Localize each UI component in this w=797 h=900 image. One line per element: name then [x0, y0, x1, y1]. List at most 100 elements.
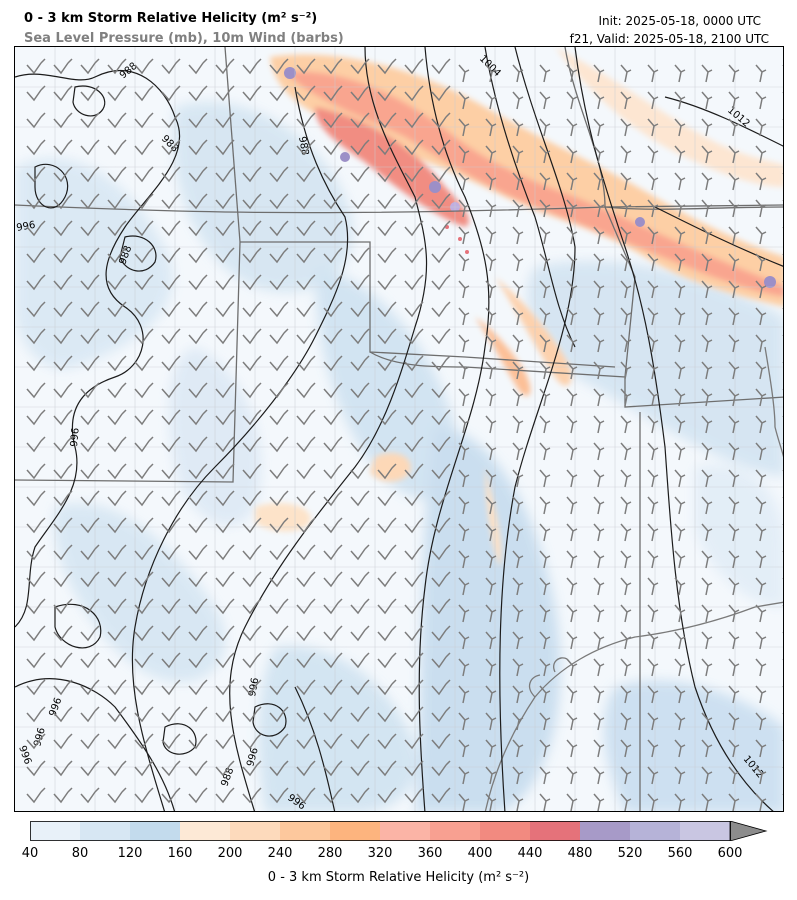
wind-barb: [377, 247, 397, 264]
wind-barb: [296, 166, 316, 183]
wind-barb: [404, 355, 424, 372]
wind-barb: [377, 544, 397, 561]
wind-barb: [485, 91, 497, 110]
wind-barb: [755, 253, 767, 272]
wind-barb: [593, 712, 605, 731]
wind-barb: [53, 166, 73, 183]
colorbar-bin: [330, 821, 381, 841]
wind-barb: [242, 652, 262, 669]
wind-barb: [485, 523, 497, 542]
wind-barb: [593, 172, 605, 191]
wind-barb: [161, 301, 181, 318]
wind-barb: [782, 470, 783, 472]
wind-barb: [620, 334, 632, 353]
wind-barb: [512, 172, 524, 191]
wind-barb: [242, 733, 262, 750]
wind-barb: [728, 604, 740, 623]
wind-barb: [431, 463, 451, 480]
wind-barb: [26, 328, 46, 345]
wind-barb: [296, 490, 316, 507]
wind-barb: [647, 550, 659, 569]
wind-barb: [296, 193, 316, 210]
wind-barb: [485, 712, 497, 731]
svg-text:996: 996: [245, 746, 261, 767]
wind-barb: [782, 308, 783, 310]
wind-barb: [134, 544, 154, 561]
wind-barb: [620, 118, 632, 137]
wind-barb: [161, 355, 181, 372]
wind-barb: [107, 58, 127, 75]
wind-barb: [377, 625, 397, 642]
wind-barb: [431, 625, 451, 642]
wind-barb: [566, 523, 578, 542]
wind-barb: [26, 706, 46, 723]
wind-barb: [620, 388, 632, 407]
wind-barb: [512, 91, 524, 110]
wind-barb: [242, 58, 262, 75]
wind-barb: [674, 739, 686, 758]
wind-barb: [782, 605, 783, 607]
wind-barb: [53, 652, 73, 669]
wind-barb: [242, 409, 262, 426]
wind-barb: [323, 274, 343, 291]
wind-barb: [485, 64, 497, 83]
wind-barb: [539, 523, 551, 542]
wind-barb: [269, 733, 289, 750]
wind-barb: [782, 389, 783, 391]
wind-barb: [26, 220, 46, 237]
wind-barb: [215, 463, 235, 480]
wind-barb: [107, 787, 127, 804]
wind-barb: [134, 193, 154, 210]
wind-barb: [161, 706, 181, 723]
wind-barb: [755, 334, 767, 353]
wind-barb: [188, 463, 208, 480]
wind-barb: [458, 388, 470, 407]
wind-barb: [728, 118, 740, 137]
wind-barb: [80, 490, 100, 507]
wind-barb: [755, 766, 767, 785]
wind-barb: [512, 658, 524, 677]
wind-barb: [782, 767, 783, 769]
wind-barb: [701, 685, 713, 704]
wind-barb: [485, 334, 497, 353]
wind-barb: [296, 463, 316, 480]
wind-barb: [512, 442, 524, 461]
wind-barb: [404, 787, 424, 804]
wind-barb: [566, 118, 578, 137]
wind-barb: [377, 355, 397, 372]
wind-barb: [755, 658, 767, 677]
wind-barb: [188, 382, 208, 399]
wind-barb: [539, 550, 551, 569]
wind-barb: [53, 301, 73, 318]
wind-barb: [539, 361, 551, 380]
wind-barb: [539, 604, 551, 623]
wind-barb: [755, 550, 767, 569]
wind-barb: [485, 766, 497, 785]
wind-barb: [566, 415, 578, 434]
wind-barb: [134, 706, 154, 723]
wind-barb: [404, 166, 424, 183]
wind-barb: [728, 550, 740, 569]
wind-barb: [647, 604, 659, 623]
wind-barb: [80, 436, 100, 453]
wind-barb: [161, 517, 181, 534]
wind-barb: [647, 496, 659, 515]
wind-barb: [404, 760, 424, 777]
wind-barb: [593, 253, 605, 272]
wind-barb: [107, 463, 127, 480]
wind-barb: [755, 361, 767, 380]
wind-barb: [485, 469, 497, 488]
wind-barb: [404, 139, 424, 156]
wind-barb: [458, 712, 470, 731]
wind-barb: [269, 301, 289, 318]
wind-barb: [485, 442, 497, 461]
wind-barb: [647, 361, 659, 380]
wind-barb: [269, 760, 289, 777]
wind-barb: [620, 91, 632, 110]
wind-barb: [512, 550, 524, 569]
wind-barb: [458, 739, 470, 758]
wind-barb: [674, 577, 686, 596]
wind-barb: [161, 193, 181, 210]
wind-barb: [458, 226, 470, 245]
wind-barb: [350, 517, 370, 534]
